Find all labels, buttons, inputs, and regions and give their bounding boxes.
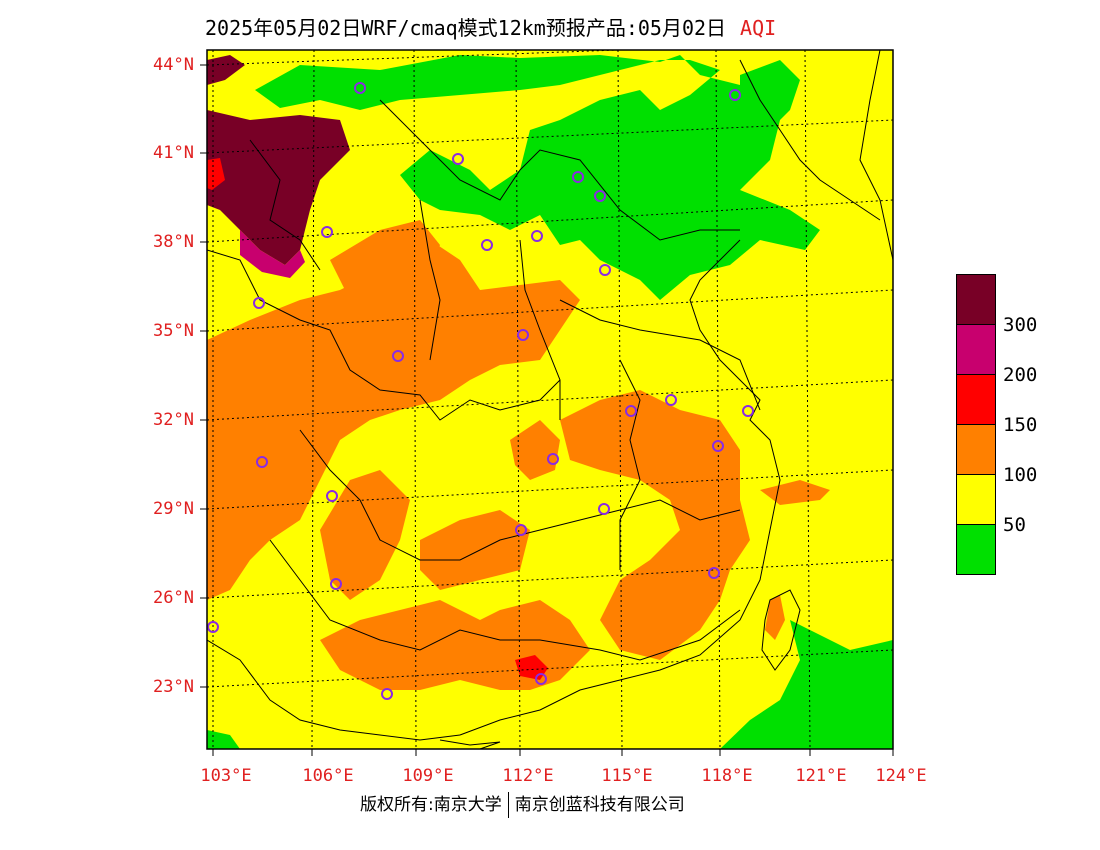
lat-label: 38°N [153,232,194,252]
city-marker [207,621,219,633]
lon-label: 106°E [302,766,354,786]
map-title: 2025年05月02日WRF/cmaq模式12km预报产品:05月02日 AQI [205,12,776,41]
map-frame [206,49,894,750]
city-marker [392,350,404,362]
legend-swatch-unhealthy [956,374,996,425]
lat-label: 26°N [153,588,194,608]
city-marker [535,673,547,685]
aqi-zone-unhealthy-nw [207,158,225,190]
legend-swatch-good [956,524,996,575]
city-marker [531,230,543,242]
legend-label: 100 [1003,464,1038,486]
legend-label: 300 [1003,314,1038,336]
aqi-zone-sensitive-hunan [510,420,560,480]
city-marker [665,394,677,406]
aqi-zone-sensitive-taiwan [765,595,785,640]
city-marker [742,405,754,417]
lat-label: 35°N [153,321,194,341]
aqi-zone-good-north [255,55,820,300]
city-marker [256,456,268,468]
city-marker [729,89,741,101]
city-marker [354,82,366,94]
copyright-separator [507,792,509,818]
city-marker [708,567,720,579]
city-marker [321,226,333,238]
legend-label: 200 [1003,364,1038,386]
lon-label: 115°E [601,766,653,786]
aqi-zone-very-unhealthy-top [207,55,245,85]
aqi-zone-good-sea [720,620,893,749]
lon-label: 118°E [701,766,753,786]
lon-label: 121°E [795,766,847,786]
aqi-zone-sensitive-east [560,390,750,660]
title-main: 2025年05月02日WRF/cmaq模式12km预报产品:05月02日 [205,16,727,40]
legend-label: 50 [1003,514,1026,536]
lat-label: 29°N [153,499,194,519]
lon-label: 124°E [875,766,927,786]
copyright-left: 版权所有:南京大学 [360,795,502,815]
lat-label: 44°N [153,55,194,75]
city-marker [517,329,529,341]
city-marker [330,578,342,590]
city-marker [547,453,559,465]
aqi-zone-sensitive-coast [760,480,830,505]
legend-swatch-very-unhealthy [956,274,996,325]
legend-swatch-sensitive [956,424,996,475]
city-marker [481,239,493,251]
city-marker [326,490,338,502]
city-marker [625,405,637,417]
lat-label: 41°N [153,143,194,163]
city-marker [253,297,265,309]
aqi-fields [207,50,893,749]
legend-swatch-unhealthy-high [956,324,996,375]
city-marker [594,190,606,202]
city-marker [381,688,393,700]
copyright-right: 南京创蓝科技有限公司 [514,795,685,815]
lat-label: 32°N [153,410,194,430]
city-marker [599,264,611,276]
city-marker [452,153,464,165]
city-markers [207,82,754,700]
lat-label: 23°N [153,677,194,697]
city-marker [572,171,584,183]
aqi-zone-sensitive-north [330,220,440,300]
aqi-zone-unhealthy-high [240,230,305,278]
city-marker [515,524,527,536]
aqi-zone-sensitive-central [320,470,410,600]
aqi-zone-good-northeast [740,60,800,130]
title-variable: AQI [740,16,777,40]
lon-label: 103°E [200,766,252,786]
aqi-zone-sensitive-west [207,240,580,600]
province-borders [207,50,893,749]
legend-swatch-moderate [956,474,996,525]
aqi-zone-sensitive-jiangxi [420,510,530,590]
legend-label: 150 [1003,414,1038,436]
lon-label: 109°E [402,766,454,786]
lon-label: 112°E [502,766,554,786]
aqi-zone-good-sw [207,730,240,749]
axis-ticks [200,64,894,756]
city-marker [598,503,610,515]
copyright: 版权所有:南京大学 南京创蓝科技有限公司 [360,790,685,818]
city-marker [712,440,724,452]
